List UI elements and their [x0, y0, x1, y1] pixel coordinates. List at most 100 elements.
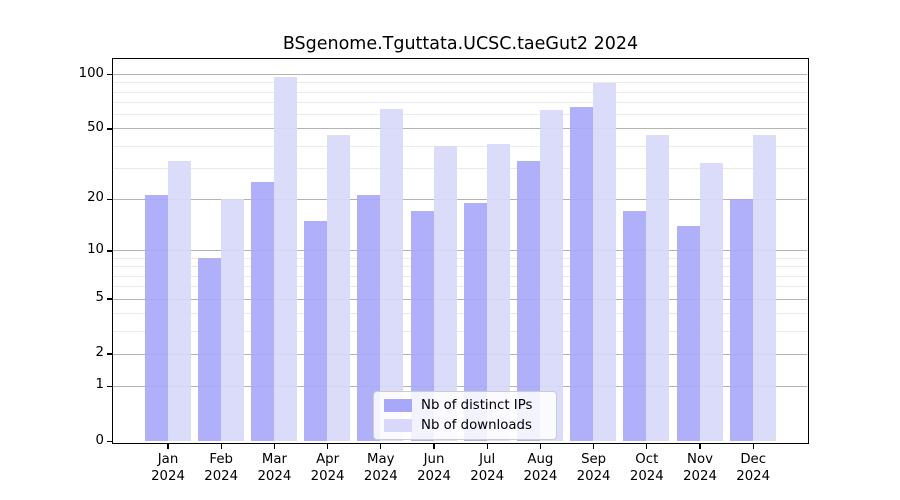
legend-label-downloads: Nb of downloads: [421, 418, 532, 433]
x-axis-tick: [273, 444, 276, 449]
gridline-minor: [113, 275, 807, 277]
plot-area: [112, 58, 809, 444]
bar-ips-sep: [570, 106, 594, 441]
gridline-major: [113, 298, 807, 300]
x-axis-tick: [699, 444, 701, 449]
gridline-major: [113, 385, 807, 387]
bar-ips-jul: [463, 202, 487, 441]
x-tick-month: Oct: [635, 452, 659, 467]
gridline-minor: [113, 257, 807, 259]
gridline-minor: [113, 286, 807, 288]
bar-downloads-may: [380, 109, 404, 441]
bar-downloads-nov: [699, 162, 723, 441]
y-axis-tick-label: 50: [87, 119, 104, 135]
y-axis-tick: [107, 128, 112, 130]
legend: Nb of distinct IPs Nb of downloads: [373, 391, 557, 440]
x-tick-month: Nov: [687, 452, 713, 467]
bar-ips-feb: [197, 257, 221, 441]
x-axis-tick: [592, 444, 595, 449]
x-axis-tick: [646, 444, 648, 449]
chart-title: BSgenome.Tguttata.UCSC.taeGut2 2024: [282, 34, 639, 54]
gridline-minor: [113, 114, 807, 116]
x-axis-tick-label: Mar 2024: [244, 451, 304, 485]
y-axis-tick: [107, 353, 112, 355]
x-tick-month: Mar: [261, 452, 287, 467]
x-axis-tick-label: Nov 2024: [670, 451, 730, 485]
gridline-minor: [113, 102, 807, 104]
legend-label-distinct-ips: Nb of distinct IPs: [421, 398, 533, 413]
x-axis-tick-label: Dec 2024: [723, 451, 783, 485]
gridline-major: [113, 74, 807, 75]
gridline-minor: [113, 266, 807, 268]
x-axis-tick: [752, 444, 754, 449]
x-axis-tick-label: May 2024: [351, 451, 411, 485]
x-tick-year: 2024: [151, 469, 185, 484]
bar-ips-may: [357, 195, 381, 441]
gridline-major: [113, 353, 807, 355]
x-tick-year: 2024: [629, 469, 664, 484]
x-axis-tick: [220, 444, 222, 449]
x-axis-tick-label: Jun 2024: [404, 451, 464, 485]
gridline-major: [113, 128, 807, 130]
y-axis-tick-label: 10: [87, 241, 104, 257]
x-tick-month: Jan: [157, 452, 179, 467]
y-axis-tick: [107, 440, 112, 443]
y-axis-tick-label: 5: [95, 290, 104, 306]
x-tick-year: 2024: [576, 469, 611, 484]
bar-ips-nov: [676, 225, 700, 441]
gridline-minor: [113, 91, 807, 93]
y-axis-tick-label: 20: [87, 190, 104, 206]
legend-swatch-downloads: [384, 419, 412, 432]
y-axis-tick-label: 2: [95, 345, 104, 361]
bar-downloads-mar: [273, 77, 297, 441]
x-axis-tick: [486, 444, 488, 449]
x-axis-tick-label: Apr 2024: [298, 451, 358, 485]
gridline-minor: [113, 82, 807, 84]
x-axis-tick-label: Sep 2024: [564, 451, 624, 485]
bar-ips-jun: [410, 211, 434, 441]
x-axis-tick: [167, 444, 169, 449]
x-axis-tick: [433, 444, 435, 449]
x-axis-tick-label: Feb 2024: [191, 451, 251, 485]
bar-ips-oct: [623, 211, 647, 441]
bar-downloads-dec: [752, 134, 776, 441]
bar-downloads-feb: [220, 198, 244, 441]
y-axis-tick-label: 100: [78, 65, 104, 81]
bar-downloads-jun: [433, 145, 457, 441]
bar-ips-dec: [729, 198, 753, 441]
gridline-major: [113, 250, 807, 252]
bar-downloads-jul: [486, 143, 510, 441]
y-axis-tick: [107, 298, 112, 300]
gridline-minor: [113, 330, 807, 332]
x-axis-tick: [539, 444, 542, 449]
x-tick-year: 2024: [204, 469, 239, 484]
x-axis-tick-label: Aug 2024: [510, 451, 570, 485]
gridline-major: [113, 198, 807, 200]
y-axis-tick-label: 0: [95, 432, 104, 448]
x-tick-year: 2024: [683, 469, 717, 484]
x-tick-year: 2024: [736, 469, 771, 484]
legend-item-distinct-ips: Nb of distinct IPs: [384, 398, 546, 413]
x-tick-month: Aug: [527, 452, 554, 467]
bar-downloads-sep: [593, 83, 617, 441]
gridline-minor: [113, 313, 807, 315]
x-axis-tick: [380, 444, 382, 449]
gridline-minor: [113, 167, 807, 169]
bar-downloads-apr: [327, 134, 351, 441]
y-axis-tick: [107, 198, 112, 201]
x-tick-year: 2024: [310, 469, 345, 484]
bar-ips-apr: [304, 220, 328, 441]
x-tick-month: Jul: [479, 452, 496, 467]
x-tick-year: 2024: [257, 469, 292, 484]
bar-ips-mar: [250, 181, 274, 441]
y-axis-tick-label: 1: [95, 377, 104, 393]
x-tick-month: Apr: [316, 452, 340, 467]
y-axis-tick: [107, 73, 112, 76]
legend-item-downloads: Nb of downloads: [384, 418, 546, 433]
x-tick-year: 2024: [363, 469, 398, 484]
x-tick-month: Sep: [581, 452, 607, 467]
x-axis-tick-label: Oct 2024: [617, 451, 677, 485]
x-tick-month: Jun: [423, 452, 445, 467]
x-axis-tick-label: Jan 2024: [138, 451, 198, 485]
bar-downloads-jan: [167, 160, 191, 441]
